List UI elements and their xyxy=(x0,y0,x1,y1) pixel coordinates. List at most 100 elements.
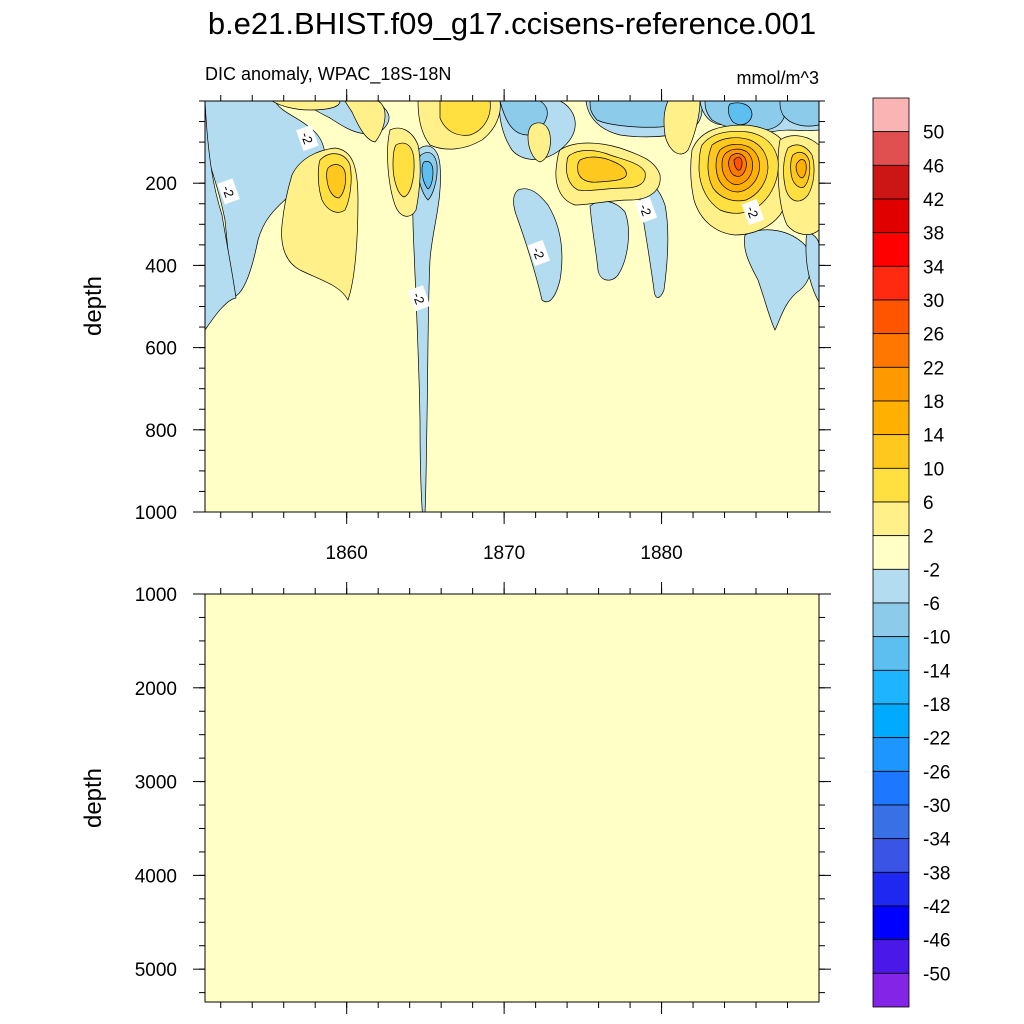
upper-panel: -2 -2 -2 -2 -2 -2 200 400 600 800 1000 1860 1870 188… xyxy=(80,89,831,564)
colorbar-label: 22 xyxy=(923,358,944,379)
contour-label-text: -2 xyxy=(410,290,428,306)
colorbar-label: -22 xyxy=(923,729,950,750)
colorbar-label: -2 xyxy=(923,560,940,581)
colorbar-swatch xyxy=(872,737,910,772)
contour-fill xyxy=(326,164,346,199)
lower-ylabel: depth xyxy=(80,768,107,828)
y-tick-label: 2000 xyxy=(135,679,177,700)
colorbar-label: -50 xyxy=(923,964,950,985)
colorbar-swatch xyxy=(872,501,910,537)
contour-label-box xyxy=(296,124,319,152)
colorbar-label: -34 xyxy=(923,830,951,851)
upper-axes: 200 400 600 800 1000 1860 1870 1880 xyxy=(135,89,831,564)
contour-label-box xyxy=(741,198,765,226)
y-tick-label: 200 xyxy=(145,174,177,195)
colorbar-swatch xyxy=(872,299,910,335)
colorbar-label: 38 xyxy=(923,224,944,245)
contour-fill xyxy=(663,101,701,155)
panel-subtitle-left: DIC anomaly, WPAC_18S-18N xyxy=(205,64,451,85)
colorbar-swatch xyxy=(872,265,910,301)
contour-fill xyxy=(271,101,341,111)
contour-label: -2 xyxy=(407,285,431,312)
contour-label-box xyxy=(217,178,240,205)
contour-fill xyxy=(392,142,415,198)
colorbar-swatch xyxy=(872,97,910,133)
colorbar: 50 46 42 38 34 30 26 22 18 14 10 6 2 -2 -6 -10 -14 -18 -22… xyxy=(872,97,951,1008)
contour-label-text: -2 xyxy=(636,202,654,218)
colorbar-swatch xyxy=(872,131,910,166)
colorbar-swatch xyxy=(872,871,910,907)
colorbar-swatch xyxy=(872,602,910,638)
y-tick-label: 1000 xyxy=(135,503,177,524)
contour-fill xyxy=(577,156,627,183)
contour-labels: -2 -2 -2 -2 -2 -2 xyxy=(217,124,765,312)
contour-label-box xyxy=(527,239,551,267)
colorbar-label: 18 xyxy=(923,392,944,413)
colorbar-swatch xyxy=(872,232,910,267)
colorbar-label: 50 xyxy=(923,123,944,144)
x-tick-label: 1880 xyxy=(640,543,682,564)
colorbar-label: -14 xyxy=(923,661,951,682)
colorbar-swatch xyxy=(872,804,910,840)
contour-fill xyxy=(527,122,551,163)
x-tick-label: 1870 xyxy=(483,543,525,564)
y-tick-label: 3000 xyxy=(135,773,177,794)
contour-fill xyxy=(205,101,237,331)
colorbar-swatch xyxy=(872,972,910,1008)
y-tick-label: 1000 xyxy=(135,585,177,606)
lower-axes: 1000 2000 3000 4000 5000 xyxy=(135,582,831,1014)
lower-panel-background xyxy=(204,593,820,1003)
contour-label-text: -2 xyxy=(298,130,316,146)
colorbar-label: -42 xyxy=(923,897,950,918)
lower-panel: 1000 2000 3000 4000 5000 depth xyxy=(80,582,831,1014)
colorbar-swatch xyxy=(872,770,910,806)
contour-fill xyxy=(744,229,812,331)
colorbar-swatch xyxy=(872,400,910,436)
colorbar-swatch xyxy=(872,164,910,200)
colorbar-label: -46 xyxy=(923,931,950,952)
colorbar-label: 46 xyxy=(923,156,944,177)
contour-fill xyxy=(421,161,434,190)
colorbar-swatch xyxy=(872,703,910,739)
contour-fill xyxy=(805,231,819,303)
y-tick-label: 600 xyxy=(145,339,177,360)
colorbar-swatch xyxy=(872,905,910,941)
y-tick-label: 800 xyxy=(145,421,177,442)
colorbar-swatch xyxy=(872,838,910,873)
contour-label: -2 xyxy=(741,198,765,226)
upper-ylabel: depth xyxy=(80,276,107,336)
y-tick-label: 4000 xyxy=(135,866,177,887)
contour-label: -2 xyxy=(634,196,658,223)
contour-fill xyxy=(412,145,441,512)
colorbar-label: 14 xyxy=(923,426,945,447)
contour-label-text: -2 xyxy=(743,204,761,220)
contour-fill xyxy=(344,101,386,143)
colorbar-swatch xyxy=(872,434,910,469)
colorbar-label: -10 xyxy=(923,628,950,649)
colorbar-label: -26 xyxy=(923,762,950,783)
y-tick-label: 400 xyxy=(145,256,177,277)
colorbar-label: 26 xyxy=(923,325,944,346)
colorbar-label: 2 xyxy=(923,527,934,548)
contour-label-box xyxy=(407,285,431,312)
contour-label: -2 xyxy=(217,178,240,205)
contour-fill xyxy=(733,156,743,171)
colorbar-label: 34 xyxy=(923,257,945,278)
colorbar-swatch xyxy=(872,669,910,705)
contour-fill xyxy=(795,159,807,179)
contour-fill xyxy=(779,101,819,127)
colorbar-swatch xyxy=(872,535,910,570)
colorbar-label: 10 xyxy=(923,459,944,480)
panel-units: mmol/m^3 xyxy=(737,68,819,88)
colorbar-label: -18 xyxy=(923,695,950,716)
colorbar-swatch xyxy=(872,333,910,368)
colorbar-label: -30 xyxy=(923,796,950,817)
x-tick-label: 1860 xyxy=(326,543,368,564)
contour-label-text: -2 xyxy=(219,184,237,200)
contour-fill xyxy=(439,101,491,136)
colorbar-swatch xyxy=(872,568,910,604)
colorbar-swatch xyxy=(872,636,910,671)
contour-label-text: -2 xyxy=(529,245,547,261)
y-tick-label: 5000 xyxy=(135,960,177,981)
colorbar-label: -38 xyxy=(923,863,950,884)
